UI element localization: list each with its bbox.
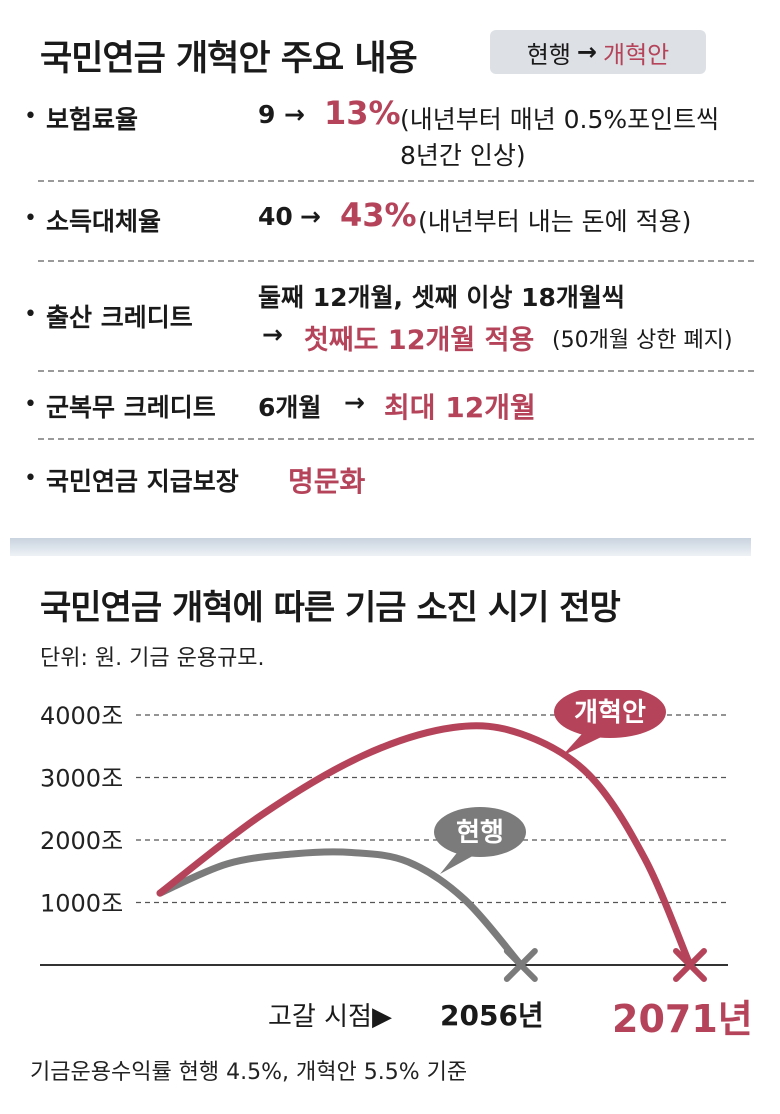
legend-current: 현행 <box>526 40 571 69</box>
reform-row-premium: • 보험료율 9 → 13% (내년부터 매년 0.5%포인트씩 8년간 인상) <box>0 94 760 170</box>
reform-row-replacement: • 소득대체율 40 → 43% (내년부터 내는 돈에 적용) <box>0 196 760 240</box>
row-to: 첫째도 12개월 적용 <box>304 325 535 356</box>
reform-row-military-credit: • 군복무 크레디트 6개월 → 최대 12개월 <box>0 386 760 426</box>
row-to: 최대 12개월 <box>384 391 536 424</box>
bubble-shape <box>434 807 526 857</box>
bubble-tail <box>562 727 608 756</box>
bubble-reform: 개혁안 <box>554 690 666 756</box>
row-note: (50개월 상한 폐지) <box>552 328 733 353</box>
row-note-2: 8년간 인상) <box>400 141 526 170</box>
row-to: 명문화 <box>288 465 366 498</box>
bubble-shape <box>554 690 666 738</box>
row-note: (내년부터 매년 0.5%포인트씩 <box>400 105 720 134</box>
row-to: 43% <box>340 196 417 234</box>
row-line1: 둘째 12개월, 셋째 이상 18개월씩 <box>258 283 625 312</box>
bullet-icon: • <box>24 206 37 231</box>
depletion-x-mark <box>673 948 707 982</box>
y-tick-label: 3000조 <box>40 765 123 793</box>
bullet-icon: • <box>24 302 37 327</box>
row-to: 13% <box>324 94 401 132</box>
y-tick-label: 4000조 <box>40 702 123 730</box>
divider <box>38 438 754 440</box>
arrow-icon: → <box>300 202 321 231</box>
bullet-icon: • <box>24 466 37 491</box>
legend-reform: 개혁안 <box>603 40 670 69</box>
divider <box>38 370 754 372</box>
row-label: 국민연금 지급보장 <box>46 467 239 496</box>
row-label: 소득대체율 <box>46 207 162 236</box>
y-tick-label: 2000조 <box>40 827 123 855</box>
series-label: 현행 <box>456 818 504 848</box>
reform-row-guarantee: • 국민연금 지급보장 명문화 <box>0 460 760 500</box>
depletion-x-mark <box>503 948 538 982</box>
series-label: 개혁안 <box>574 698 646 728</box>
row-from: 40 <box>258 202 293 231</box>
arrow-icon: → <box>284 100 305 129</box>
row-from: 6개월 <box>258 393 322 422</box>
legend-box: 현행 → 개혁안 <box>490 30 706 74</box>
depletion-reform: 2071년 <box>612 997 753 1041</box>
row-label: 출산 크레디트 <box>46 303 193 332</box>
arrow-icon: → <box>262 320 283 349</box>
chart-unit: 단위: 원. 기금 운용규모. <box>40 646 265 671</box>
depletion-current: 2056년 <box>440 999 544 1032</box>
series-line-reform <box>156 722 694 969</box>
arrow-icon: → <box>344 388 365 417</box>
bullet-icon: • <box>24 392 37 417</box>
y-tick-label: 1000조 <box>40 890 123 918</box>
footnote: 기금운용수익률 현행 4.5%, 개혁안 5.5% 기준 <box>30 1060 468 1085</box>
bubble-tail <box>440 847 479 874</box>
row-label: 군복무 크레디트 <box>46 393 216 422</box>
row-from: 9 <box>258 100 276 129</box>
divider <box>38 260 754 262</box>
row-label: 보험료율 <box>46 105 139 134</box>
bullet-icon: • <box>24 104 37 129</box>
series-line-current <box>156 848 525 969</box>
section-divider-bar <box>10 538 751 556</box>
row-note: (내년부터 내는 돈에 적용) <box>418 207 692 236</box>
legend-arrow: → <box>576 38 598 66</box>
page-title: 국민연금 개혁안 주요 내용 <box>40 39 418 79</box>
reform-row-birth-credit: • 출산 크레디트 둘째 12개월, 셋째 이상 18개월씩 → 첫째도 12개… <box>0 276 760 356</box>
depletion-label: 고갈 시점▶ <box>268 1002 392 1032</box>
chart-title: 국민연금 개혁에 따른 기금 소진 시기 전망 <box>40 588 621 628</box>
bubble-current: 현행 <box>434 807 526 874</box>
divider <box>38 180 754 182</box>
